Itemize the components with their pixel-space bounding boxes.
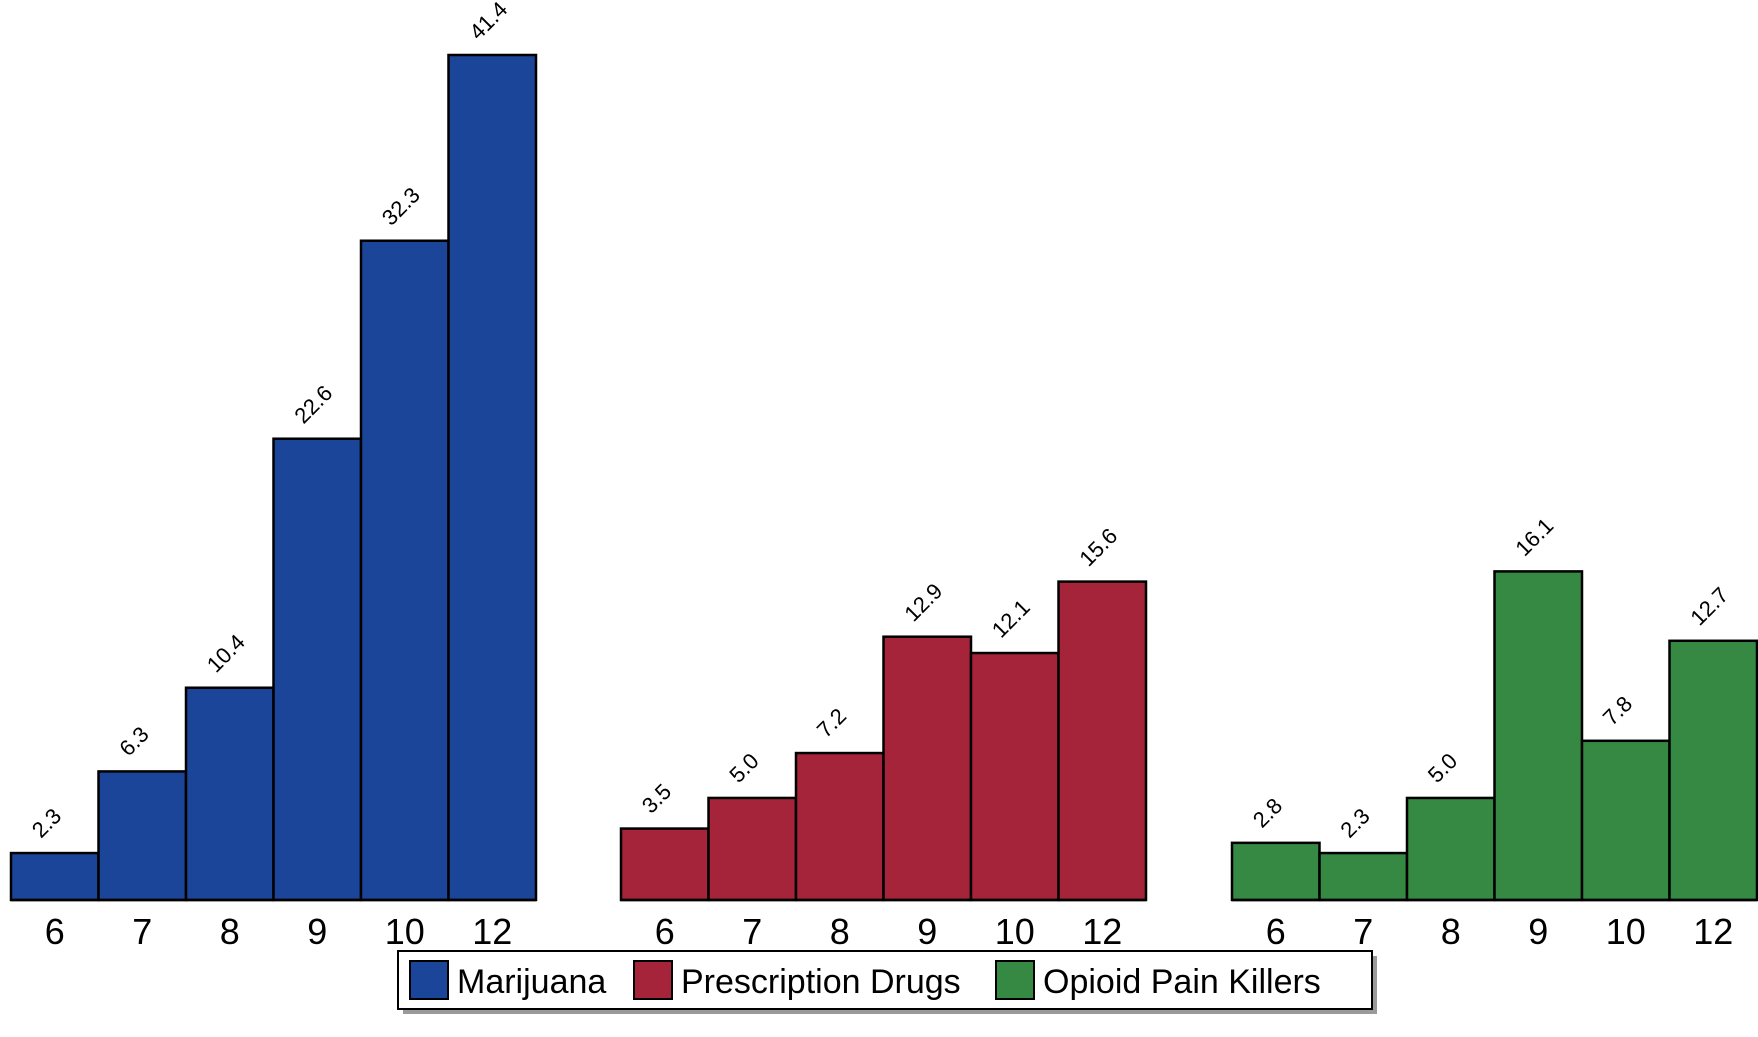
panel-prescription-drugs: 3.5 6 5.0 7 7.2 8 12.9 9 12.1 10 15.6 12	[619, 523, 1148, 952]
tick-label-opioid-pain-killers-6: 6	[1266, 911, 1286, 952]
bar-prescription-drugs-12	[1057, 580, 1148, 902]
data-label-opioid-pain-killers-8: 5.0	[1423, 748, 1462, 787]
panel-opioid-pain-killers: 2.8 6 2.3 7 5.0 8 16.1 9 7.8 10 12.7 12	[1230, 513, 1758, 952]
panel-marijuana: 2.3 6 6.3 7 10.4 8 22.6 9 32.3 10 41.4 12	[9, 0, 538, 952]
tick-label-prescription-drugs-6: 6	[655, 911, 675, 952]
tick-label-opioid-pain-killers-8: 8	[1441, 911, 1461, 952]
data-label-marijuana-6: 2.3	[27, 803, 66, 842]
tick-label-prescription-drugs-12: 12	[1082, 911, 1122, 952]
data-label-marijuana-10: 32.3	[377, 182, 425, 230]
bar-opioid-pain-killers-7	[1318, 851, 1409, 902]
data-label-opioid-pain-killers-10: 7.8	[1598, 691, 1637, 730]
legend-label-opioid-pain-killers: Opioid Pain Killers	[1043, 963, 1321, 1001]
data-label-opioid-pain-killers-9: 16.1	[1510, 513, 1558, 561]
legend-swatch-opioid-pain-killers	[995, 960, 1035, 1000]
data-label-marijuana-12: 41.4	[464, 0, 512, 45]
tick-label-prescription-drugs-10: 10	[995, 911, 1035, 952]
data-label-opioid-pain-killers-6: 2.8	[1248, 793, 1287, 832]
tick-label-prescription-drugs-7: 7	[742, 911, 762, 952]
data-label-prescription-drugs-10: 12.1	[987, 595, 1035, 643]
bar-marijuana-8	[184, 686, 275, 902]
data-label-marijuana-8: 10.4	[202, 629, 250, 677]
legend-swatch-prescription-drugs	[633, 960, 673, 1000]
data-label-marijuana-7: 6.3	[114, 722, 153, 761]
tick-label-marijuana-7: 7	[132, 911, 152, 952]
bar-marijuana-6	[9, 851, 100, 902]
legend-box	[397, 950, 1373, 1010]
bar-prescription-drugs-7	[707, 796, 798, 902]
data-label-opioid-pain-killers-7: 2.3	[1335, 803, 1374, 842]
bar-marijuana-10	[359, 239, 450, 902]
data-label-opioid-pain-killers-12: 12.7	[1685, 582, 1733, 630]
data-label-prescription-drugs-7: 5.0	[724, 748, 763, 787]
tick-label-marijuana-10: 10	[385, 911, 425, 952]
tick-label-marijuana-12: 12	[472, 911, 512, 952]
tick-label-prescription-drugs-9: 9	[917, 911, 937, 952]
tick-label-marijuana-8: 8	[220, 911, 240, 952]
legend-swatch-marijuana	[409, 960, 449, 1000]
chart-legend: Marijuana Prescription Drugs Opioid Pain K…	[397, 950, 1377, 1014]
bar-marijuana-9	[272, 437, 363, 902]
data-label-prescription-drugs-6: 3.5	[637, 779, 676, 818]
bar-opioid-pain-killers-6	[1230, 841, 1321, 902]
bar-opioid-pain-killers-9	[1493, 570, 1584, 902]
data-label-marijuana-9: 22.6	[289, 380, 337, 428]
chart-panels: 2.3 6 6.3 7 10.4 8 22.6 9 32.3 10 41.4 12 3.5 6 5.0 7 7.…	[9, 0, 1758, 952]
bar-prescription-drugs-8	[794, 751, 885, 902]
data-label-prescription-drugs-12: 15.6	[1074, 523, 1122, 571]
data-label-prescription-drugs-8: 7.2	[812, 703, 851, 742]
bar-prescription-drugs-9	[882, 635, 973, 902]
bar-opioid-pain-killers-10	[1580, 739, 1671, 902]
bar-prescription-drugs-6	[619, 827, 710, 902]
bar-prescription-drugs-10	[969, 651, 1060, 902]
tick-label-marijuana-6: 6	[45, 911, 65, 952]
tick-label-opioid-pain-killers-7: 7	[1353, 911, 1373, 952]
tick-label-opioid-pain-killers-12: 12	[1693, 911, 1733, 952]
bar-opioid-pain-killers-12	[1668, 639, 1758, 902]
tick-label-marijuana-9: 9	[307, 911, 327, 952]
tick-label-prescription-drugs-8: 8	[830, 911, 850, 952]
bar-marijuana-12	[447, 53, 538, 902]
tick-label-opioid-pain-killers-9: 9	[1528, 911, 1548, 952]
bar-opioid-pain-killers-8	[1405, 796, 1496, 902]
tick-label-opioid-pain-killers-10: 10	[1606, 911, 1646, 952]
bar-marijuana-7	[97, 770, 188, 902]
legend-label-prescription-drugs: Prescription Drugs	[681, 963, 961, 1001]
data-label-prescription-drugs-9: 12.9	[899, 578, 947, 626]
legend-label-marijuana: Marijuana	[457, 963, 606, 1001]
